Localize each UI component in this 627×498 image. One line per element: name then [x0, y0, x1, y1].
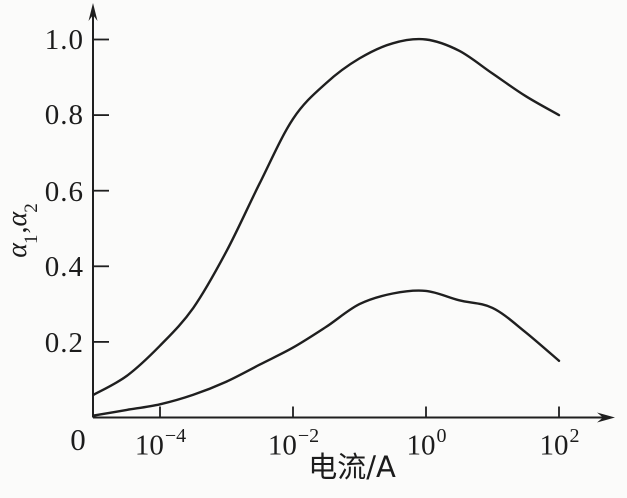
tick-marks [93, 38, 560, 418]
x-tick-label-1e-2: 10−2 [267, 425, 320, 462]
y-tick-label-0.6: 0.6 [44, 176, 84, 208]
x-axis-arrow-icon [597, 412, 615, 423]
y-tick-label-0.8: 0.8 [44, 99, 84, 131]
y-tick-label-0.2: 0.2 [44, 327, 84, 359]
y-axis-arrow-icon [88, 3, 98, 21]
x-axis-label: 电流/A [308, 450, 396, 484]
y-tick-label-1.0: 1.0 [44, 24, 84, 56]
x-tick-label-1e-4: 10−4 [134, 425, 187, 462]
x-tick-label-1e0: 100 [406, 425, 447, 462]
y-axis-label: α1,α2 [2, 203, 42, 258]
curve-α1 [92, 37, 561, 396]
y-tick-label-0.4: 0.4 [44, 251, 84, 283]
x-tick-label-1e2: 102 [539, 425, 580, 462]
axes [88, 3, 615, 423]
curve-α2 [92, 289, 561, 417]
origin-label: 0 [70, 422, 86, 457]
